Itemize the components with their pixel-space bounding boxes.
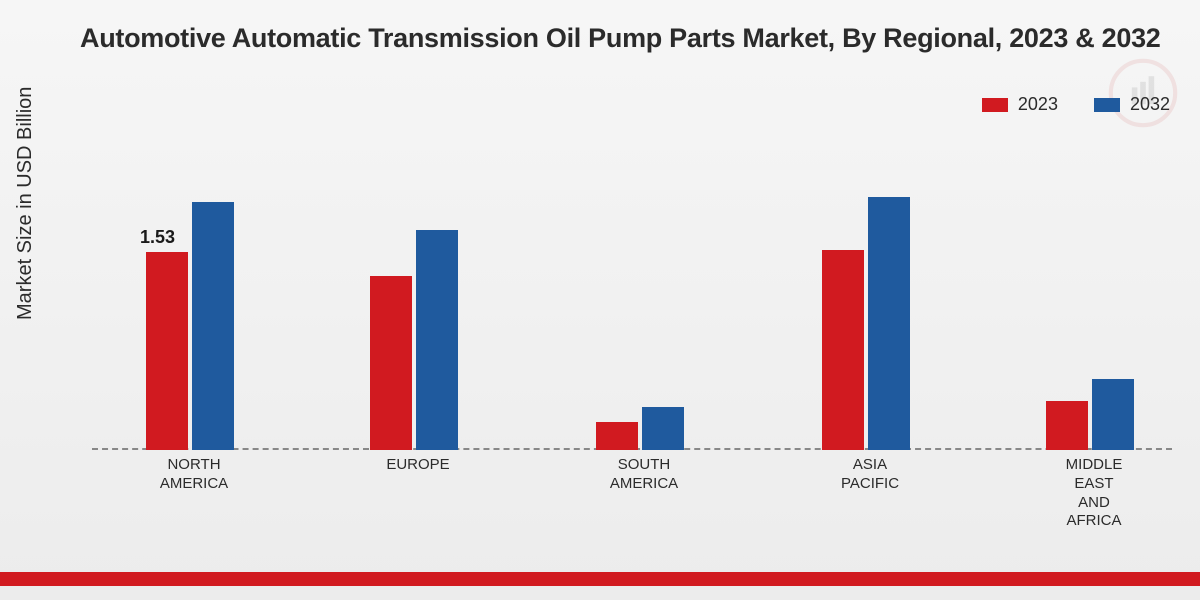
footer-accent-bar xyxy=(0,572,1200,586)
bar-2032 xyxy=(1092,379,1134,450)
bar-2032 xyxy=(192,202,234,450)
legend-swatch-2032 xyxy=(1094,98,1120,112)
legend-label-2032: 2032 xyxy=(1130,94,1170,115)
x-axis-category-label: SOUTHAMERICA xyxy=(574,456,714,494)
bar-2023 xyxy=(146,252,188,450)
legend-item-2023: 2023 xyxy=(982,94,1058,115)
x-axis-category-label: EUROPE xyxy=(348,456,488,475)
x-axis-labels: NORTHAMERICA EUROPE SOUTHAMERICA ASIAPACIFI… xyxy=(92,456,1172,526)
bar-2023 xyxy=(596,422,638,450)
bar-2023 xyxy=(370,276,412,450)
legend-swatch-2023 xyxy=(982,98,1008,112)
bar-2023 xyxy=(1046,401,1088,450)
bar-2032 xyxy=(416,230,458,450)
legend: 2023 2032 xyxy=(982,94,1170,115)
bar-2032 xyxy=(642,407,684,450)
x-axis-category-label: NORTHAMERICA xyxy=(124,456,264,494)
x-axis-category-label: ASIAPACIFIC xyxy=(800,456,940,494)
x-axis-category-label: MIDDLEEASTANDAFRICA xyxy=(1024,456,1164,531)
plot-area: 1.53 xyxy=(92,140,1172,450)
legend-item-2032: 2032 xyxy=(1094,94,1170,115)
y-axis-label: Market Size in USD Billion xyxy=(14,87,37,320)
watermark-logo xyxy=(1108,58,1178,128)
bar-2032 xyxy=(868,197,910,450)
chart-title: Automotive Automatic Transmission Oil Pu… xyxy=(80,22,1200,56)
bar-value-label: 1.53 xyxy=(140,227,175,248)
legend-label-2023: 2023 xyxy=(1018,94,1058,115)
bar-2023 xyxy=(822,250,864,450)
